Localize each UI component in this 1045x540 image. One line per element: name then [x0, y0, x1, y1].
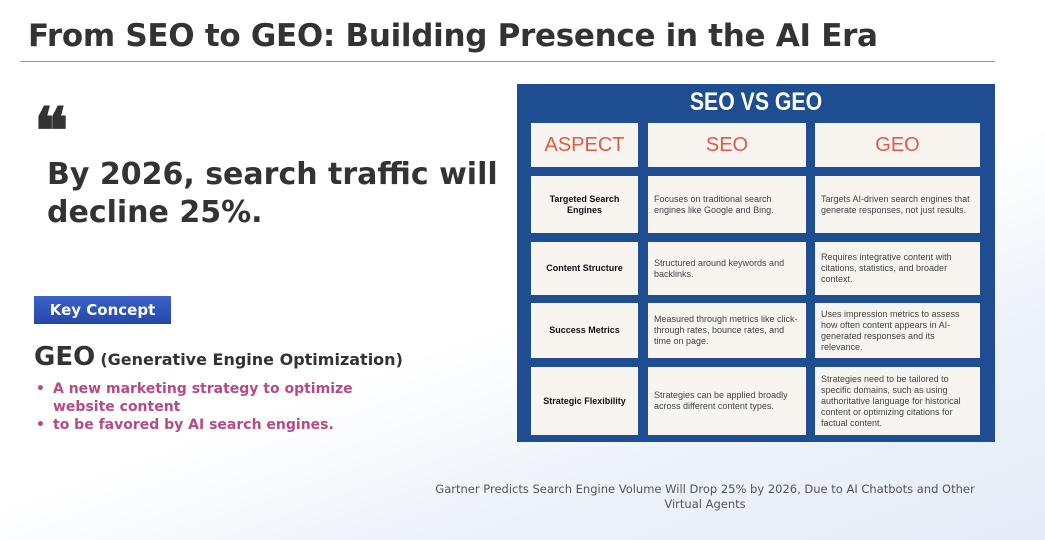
- table-cell: Targets AI-driven search engines that ge…: [815, 176, 980, 233]
- table-cell: Measured through metrics like click-thro…: [648, 303, 806, 358]
- table-cell: Uses impression metrics to assess how of…: [815, 303, 980, 358]
- table-header-cell: GEO: [815, 123, 980, 167]
- list-item: to be favored by AI search engines.: [36, 416, 416, 434]
- table-header-cell: SEO: [648, 123, 806, 167]
- table-cell: Strategies can be applied broadly across…: [648, 367, 806, 435]
- source-citation: Gartner Predicts Search Engine Volume Wi…: [435, 482, 975, 511]
- geo-points: A new marketing strategy to optimize web…: [36, 380, 416, 434]
- list-item: A new marketing strategy to optimize web…: [36, 380, 416, 416]
- table-cell: Strategic Flexibility: [531, 367, 638, 435]
- geo-expansion: (Generative Engine Optimization): [100, 350, 403, 369]
- seo-vs-geo-table: SEO VS GEO ASPECT SEO GEO Targeted Search E…: [517, 84, 995, 442]
- table-title: SEO VS GEO: [689, 88, 823, 116]
- key-concept-badge: Key Concept: [34, 296, 171, 324]
- table-cell: Structured around keywords and backlinks…: [648, 242, 806, 295]
- table-cell: Targeted Search Engines: [531, 176, 638, 233]
- table-cell: Content Structure: [531, 242, 638, 295]
- table-cell: Requires integrative content with citati…: [815, 242, 980, 295]
- title-divider: [20, 61, 995, 62]
- table-cell: Focuses on traditional search engines li…: [648, 176, 806, 233]
- table-cell: Strategies need to be tailored to specif…: [815, 367, 980, 435]
- slide-title: From SEO to GEO: Building Presence in th…: [28, 18, 878, 54]
- table-cell: Success Metrics: [531, 303, 638, 358]
- table-header-cell: ASPECT: [531, 123, 638, 167]
- geo-term: GEO: [34, 342, 96, 372]
- quote-text: By 2026, search traffic will decline 25%…: [47, 157, 498, 230]
- quote-icon: ❝: [34, 94, 69, 169]
- geo-heading: GEO (Generative Engine Optimization): [34, 342, 403, 372]
